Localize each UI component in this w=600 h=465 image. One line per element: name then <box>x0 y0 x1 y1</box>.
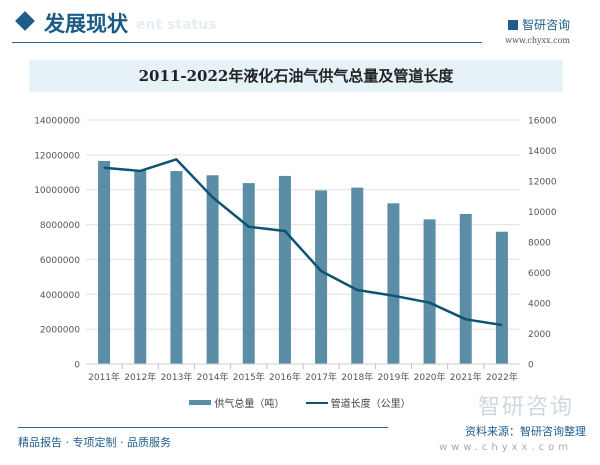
brand-name: 智研咨询 <box>521 18 570 32</box>
y-right-tick-label: 16000 <box>528 117 557 127</box>
x-tick-label: 2019年 <box>377 371 409 383</box>
footer-url: www.chyxx.com <box>439 442 572 453</box>
x-tick-label: 2014年 <box>197 371 229 383</box>
bar <box>315 190 328 364</box>
y-right-tick-label: 4000 <box>528 300 551 310</box>
y-right-tick-label: 2000 <box>528 330 551 340</box>
line-point <box>212 196 214 198</box>
bar <box>387 203 400 364</box>
line-series <box>103 158 503 327</box>
chart-title: 2011-2022年液化石油气供气总量及管道长度 <box>29 60 563 92</box>
header-title: 发展现状 <box>44 11 128 36</box>
x-tick-label: 2020年 <box>414 371 446 383</box>
y-right-tick-label: 14000 <box>528 147 557 157</box>
line-point <box>103 167 105 169</box>
bar <box>134 170 147 364</box>
x-tick-label: 2013年 <box>160 371 192 383</box>
x-tick-label: 2015年 <box>233 371 265 383</box>
bar <box>459 213 472 364</box>
footer-tagline: 精品报告 · 专项定制 · 品质服务 <box>18 436 171 449</box>
y-left-tick-label: 4000000 <box>40 291 80 301</box>
y-left-tick-label: 14000000 <box>34 117 80 127</box>
line-point <box>429 302 431 304</box>
legend-bar-label: 供气总量（吨） <box>214 399 285 410</box>
legend-swatch-line <box>305 401 328 404</box>
bar <box>351 187 364 364</box>
y-left-tick-label: 12000000 <box>34 151 80 161</box>
bar <box>495 231 508 364</box>
legend: 供气总量（吨） 管道长度（公里） <box>0 395 600 410</box>
y-right-tick-label: 6000 <box>528 269 551 279</box>
legend-swatch-bar <box>189 400 212 405</box>
bar <box>170 171 183 364</box>
bar <box>423 219 436 364</box>
footer-divider <box>18 427 388 428</box>
brand: 智研咨询 <box>507 16 570 33</box>
line-point <box>392 295 394 297</box>
y-left-tick-label: 8000000 <box>40 221 80 231</box>
footer-source: 资料来源：智研咨询整理 <box>465 425 586 438</box>
line-point <box>139 170 141 172</box>
bar <box>98 160 111 364</box>
y-right-tick-label: 8000 <box>528 239 551 249</box>
y-left-tick-label: 2000000 <box>40 326 80 336</box>
logo-icon <box>507 20 518 30</box>
line-point <box>284 230 286 232</box>
bar <box>242 183 255 364</box>
bar <box>278 175 291 364</box>
y-right-tick-label: 0 <box>528 361 534 371</box>
y-left-tick-label: 0 <box>74 361 80 371</box>
x-tick-label: 2012年 <box>124 371 156 383</box>
header-divider <box>12 42 482 43</box>
legend-line-label: 管道长度（公里） <box>330 399 411 410</box>
x-tick-label: 2022年 <box>486 371 518 383</box>
bar <box>206 175 219 364</box>
line-point <box>465 318 467 320</box>
x-tick-label: 2021年 <box>450 371 482 383</box>
y-left-tick-label: 6000000 <box>40 256 80 266</box>
x-tick-label: 2017年 <box>305 371 337 383</box>
watermark-logo: 智研咨询 <box>477 395 574 420</box>
x-tick-label: 2016年 <box>269 371 301 383</box>
line-point <box>175 158 177 160</box>
line-point <box>248 226 250 228</box>
y-right-tick-label: 12000 <box>528 178 557 188</box>
line-point <box>356 289 358 291</box>
y-right-tick-label: 10000 <box>528 208 557 218</box>
line-point <box>501 324 503 326</box>
x-tick-label: 2011年 <box>88 371 120 383</box>
brand-url: www.chyxx.com <box>505 36 570 45</box>
header-subtitle: ent status <box>136 17 217 33</box>
line-point <box>320 270 322 272</box>
x-tick-label: 2018年 <box>341 371 373 383</box>
y-left-tick-label: 10000000 <box>34 186 80 196</box>
